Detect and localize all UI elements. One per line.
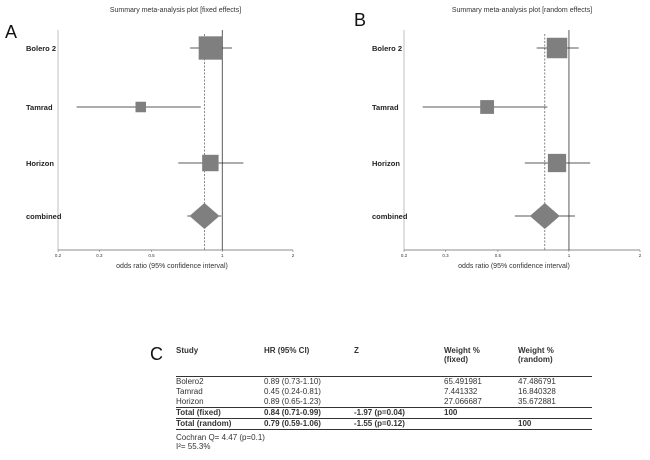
table-footnotes: Cochran Q= 4.47 (p=0.1) I²= 55.3%: [176, 433, 265, 451]
forest-plot-random: Summary meta-analysis plot [random effec…: [372, 7, 642, 270]
header-weight-random: Weight % (random): [518, 346, 592, 377]
x-tick-label: 0.3: [96, 253, 103, 258]
point-estimate-box: [480, 100, 495, 114]
x-tick-label: 0.2: [55, 253, 62, 258]
study-label: Horizon: [372, 159, 400, 168]
table-header-row: Study HR (95% CI) Z Weight % (fixed) Weig…: [176, 346, 592, 377]
cell-weight-random: 100: [518, 417, 592, 430]
cell-z: [354, 397, 444, 408]
study-label: Bolero 2: [372, 44, 402, 53]
point-estimate-box: [198, 36, 223, 60]
point-estimate-box: [202, 154, 219, 172]
plot-title: Summary meta-analysis plot [random effec…: [452, 7, 592, 14]
header-weight-fixed: Weight % (fixed): [444, 346, 518, 377]
header-study: Study: [176, 346, 264, 377]
study-label: Horizon: [26, 159, 54, 168]
cell-hr: 0.89 (0.73-1.10): [264, 376, 321, 386]
summary-table: Study HR (95% CI) Z Weight % (fixed) Weig…: [176, 346, 592, 430]
summary-table-section: C Study HR (95% CI) Z Weight % (fixed) We…: [0, 340, 650, 460]
study-label: Tamrad: [26, 103, 53, 112]
forest-plots: A B Summary meta-analysis plot [fixed ef…: [5, 7, 642, 270]
x-tick-label: 0.3: [442, 253, 449, 258]
x-tick-label: 1: [221, 253, 224, 258]
cell-hr: 0.84 (0.71-0.99): [264, 406, 354, 418]
cell-weight-random: 47.486791: [518, 376, 556, 386]
cell-weight-fixed: 65.491981: [444, 376, 482, 386]
x-tick-label: 0.2: [401, 253, 408, 258]
x-tick-label: 0.5: [495, 253, 502, 258]
combined-label: combined: [26, 212, 62, 221]
cell-z: [354, 376, 444, 387]
header-hr: HR (95% CI): [264, 346, 354, 377]
table-row-bolero2: Bolero2 0.89 (0.73-1.10) 65.491981 47.48…: [176, 376, 592, 387]
panel-label-b: B: [354, 10, 366, 30]
combined-diamond: [529, 203, 560, 229]
i-squared: I²= 55.3%: [176, 442, 211, 451]
panel-label-c: C: [150, 344, 163, 364]
header-z: Z: [354, 346, 444, 377]
header-weight-random-line1: Weight %: [518, 346, 554, 355]
cell-weight-fixed: 100: [444, 406, 518, 418]
cell-study: Bolero2: [176, 376, 204, 386]
header-weight-random-line2: (random): [518, 355, 553, 364]
cell-weight-fixed: [444, 417, 518, 430]
cochran-q: Cochran Q= 4.47 (p=0.1): [176, 433, 265, 442]
cell-study: Total (fixed): [176, 406, 264, 418]
cell-hr: 0.79 (0.59-1.06): [264, 417, 354, 430]
point-estimate-box: [135, 101, 147, 113]
x-axis-label: odds ratio (95% confidence interval): [458, 263, 570, 270]
forest-plot-fixed: Summary meta-analysis plot [fixed effect…: [26, 7, 295, 270]
cell-weight-random: 16.840328: [518, 386, 556, 396]
table-row-horizon: Horizon 0.89 (0.65-1.23) 27.066687 35.67…: [176, 397, 592, 408]
x-tick-label: 0.5: [148, 253, 155, 258]
cell-z: -1.55 (p=0.12): [354, 417, 444, 430]
header-weight-fixed-line2: (fixed): [444, 355, 468, 364]
cell-weight-fixed: 27.066687: [444, 396, 482, 406]
cell-z: -1.97 (p=0.04): [354, 406, 444, 418]
cell-hr: 0.45 (0.24-0.81): [264, 386, 321, 396]
header-weight-fixed-line1: Weight %: [444, 346, 480, 355]
table-row-tamrad: Tamrad 0.45 (0.24-0.81) 7.441332 16.8403…: [176, 387, 592, 397]
point-estimate-box: [546, 37, 568, 59]
x-axis-label: odds ratio (95% confidence interval): [116, 263, 228, 270]
panel-label-a: A: [5, 22, 17, 42]
cell-study: Horizon: [176, 396, 204, 406]
x-tick-label: 2: [292, 253, 295, 258]
study-label: Bolero 2: [26, 44, 56, 53]
table-row-total-random: Total (random) 0.79 (0.59-1.06) -1.55 (p…: [176, 417, 592, 430]
combined-label: combined: [372, 212, 408, 221]
cell-weight-fixed: 7.441332: [444, 386, 478, 396]
table-row-total-fixed: Total (fixed) 0.84 (0.71-0.99) -1.97 (p=…: [176, 406, 592, 418]
cell-study: Tamrad: [176, 386, 203, 396]
cell-weight-random: [518, 406, 592, 418]
cell-hr: 0.89 (0.65-1.23): [264, 396, 321, 406]
x-tick-label: 2: [639, 253, 642, 258]
study-label: Tamrad: [372, 103, 399, 112]
cell-weight-random: 35.672881: [518, 396, 556, 406]
combined-diamond: [189, 203, 220, 229]
cell-study: Total (random): [176, 417, 264, 430]
plot-title: Summary meta-analysis plot [fixed effect…: [110, 7, 241, 14]
point-estimate-box: [547, 153, 567, 173]
x-tick-label: 1: [568, 253, 571, 258]
cell-z: [354, 387, 444, 397]
